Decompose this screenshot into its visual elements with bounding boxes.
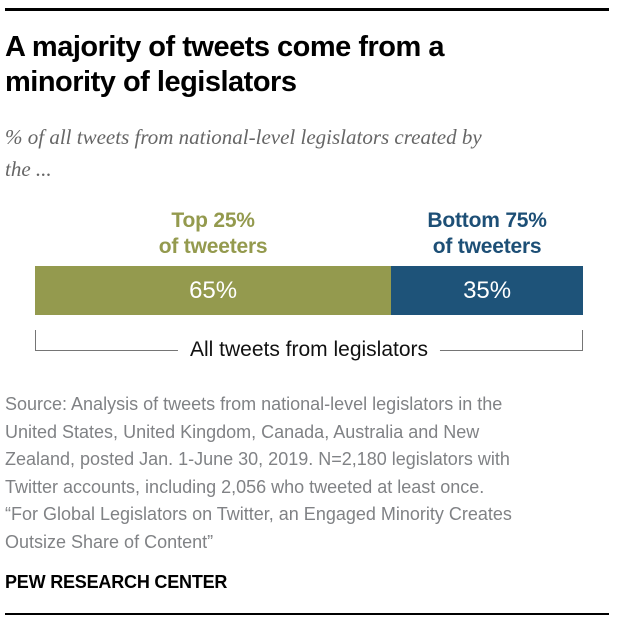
segment-labels-row: Top 25% of tweeters Bottom 75% of tweete… — [35, 208, 583, 260]
bracket-label: All tweets from legislators — [177, 338, 441, 362]
chart-subtitle-line2: the ... — [5, 157, 52, 181]
page-container: A majority of tweets come from a minorit… — [0, 8, 618, 615]
chart-title-line2: minority of legislators — [5, 66, 297, 98]
stacked-bar-chart: Top 25% of tweeters Bottom 75% of tweete… — [35, 208, 583, 362]
bar-segment-bottom75: 35% — [391, 266, 583, 315]
segment-label-top25: Top 25% of tweeters — [35, 208, 391, 260]
stacked-bar: 65% 35% — [35, 266, 583, 315]
top-rule — [5, 8, 609, 11]
chart-title-line1: A majority of tweets come from a — [5, 31, 444, 63]
bottom-rule — [5, 613, 609, 615]
chart-title: A majority of tweets come from a minorit… — [5, 30, 609, 100]
report-title-text: “For Global Legislators on Twitter, an E… — [5, 504, 512, 552]
bar-value-top25: 65% — [189, 276, 238, 304]
chart-subtitle: % of all tweets from national-level legi… — [5, 121, 609, 185]
source-text: Source: Analysis of tweets from national… — [5, 394, 510, 497]
segment-label-top25-line1: Top 25% — [171, 209, 255, 232]
chart-subtitle-line1: % of all tweets from national-level legi… — [5, 125, 482, 149]
segment-label-bottom75-line2: of tweeters — [432, 235, 542, 258]
brand-footer: PEW RESEARCH CENTER — [5, 572, 228, 592]
total-bracket: All tweets from legislators — [35, 330, 583, 362]
segment-label-top25-line2: of tweeters — [158, 235, 268, 258]
segment-label-bottom75-line1: Bottom 75% — [427, 209, 547, 232]
source-note: Source: Analysis of tweets from national… — [5, 391, 553, 556]
bar-value-bottom75: 35% — [463, 276, 512, 304]
bar-segment-top25: 65% — [35, 266, 392, 315]
segment-label-bottom75: Bottom 75% of tweeters — [391, 208, 583, 260]
